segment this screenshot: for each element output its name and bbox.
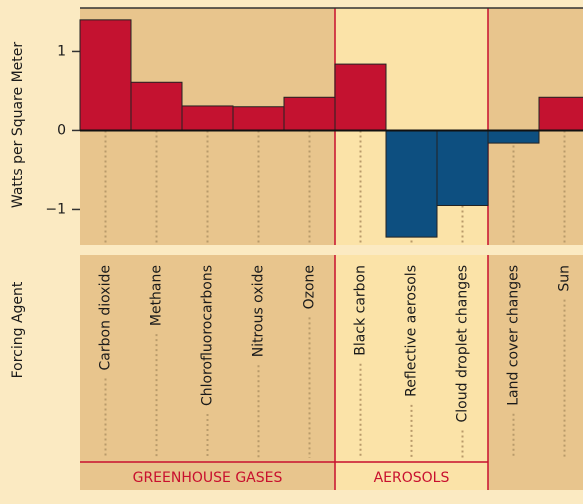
x-tick-label: Land cover changes [506,265,522,406]
bar [385,129,438,238]
bar [334,63,387,131]
group-label: GREENHOUSE GASES [133,470,283,486]
y-axis-label: Watts per Square Meter [10,42,26,208]
y-tick-label: 1 [57,43,66,59]
y-tick-label: −1 [45,201,66,217]
x-tick-label: Black carbon [353,265,369,356]
x-tick-label: Reflective aerosols [404,265,420,397]
x-tick-label: Chlorofluorocarbons [200,265,216,406]
bar [232,106,285,131]
y-tick-label: 0 [57,122,66,138]
x-tick-label: Sun [557,265,573,292]
x-tick-label: Cloud droplet changes [455,265,471,423]
x-tick-label: Ozone [302,265,318,309]
bar [79,19,132,131]
bar [130,81,183,131]
group-label: AEROSOLS [374,470,450,486]
bar [538,96,583,131]
group-background [488,255,583,490]
x-axis-label: Forcing Agent [10,281,26,378]
bar [283,96,336,131]
x-tick-label: Carbon dioxide [98,265,114,370]
x-tick-label: Nitrous oxide [251,265,267,357]
x-tick-label: Methane [149,265,165,326]
bar [487,129,540,144]
bar [181,105,234,131]
bar [436,129,489,206]
